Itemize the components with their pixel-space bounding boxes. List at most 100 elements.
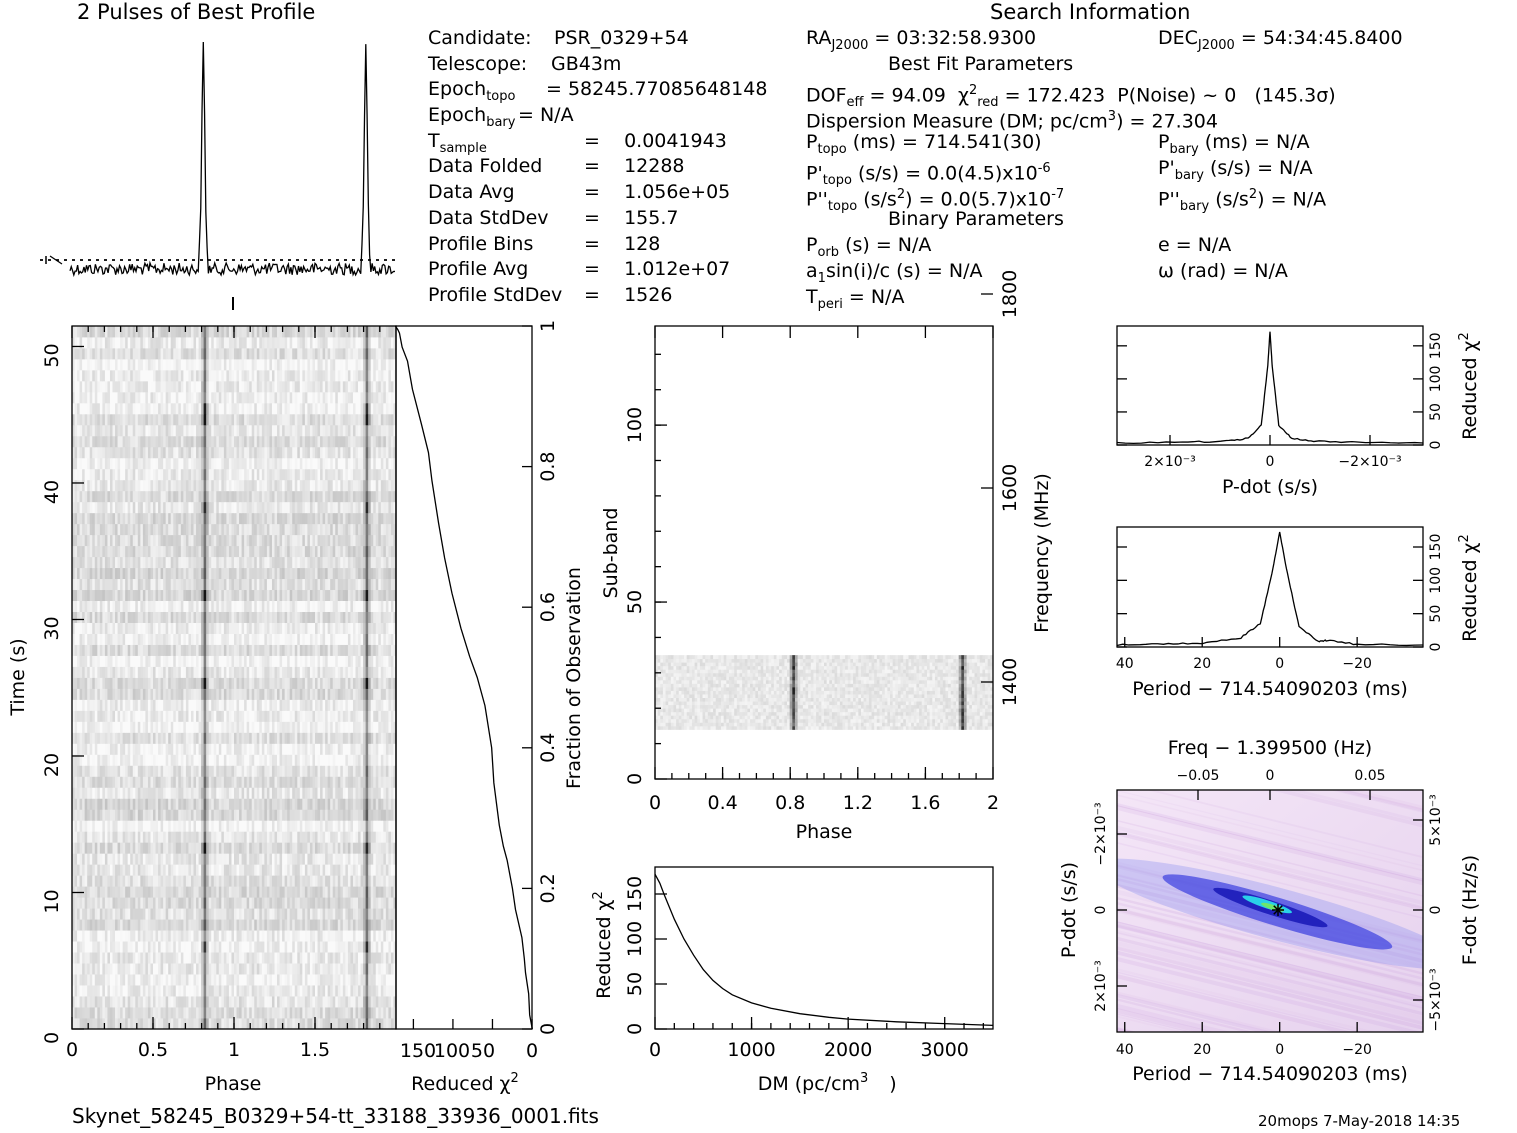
x-tick-label: −20 — [1342, 1042, 1372, 1058]
x-tick-label: 0 — [526, 1040, 538, 1062]
info-value: PSR_0329+54 — [554, 27, 689, 49]
y2-tick-label: 1400 — [999, 658, 1021, 706]
dm-frame — [654, 866, 994, 1030]
info-pdtopo: P'topo (s/s) = 0.0(4.5)x10-6 — [806, 161, 1051, 189]
x2-tick-label: −0.05 — [1177, 768, 1220, 784]
info-label: Profile Avg — [428, 258, 529, 281]
info-pdbary: P'bary (s/s) = N/A — [1158, 157, 1313, 183]
x-axis-label: DM (pc/cm3 — [758, 1071, 869, 1095]
y-tick-label: 1 — [537, 320, 559, 332]
profile-errorbar-cap — [49, 255, 63, 265]
dm-line — [654, 873, 994, 1027]
info-label: Profile Bins — [428, 232, 534, 255]
info-row: Data StdDev = 155.7 — [428, 206, 678, 232]
y-axis-label: Time (s) — [7, 638, 29, 716]
y2-tick-label: 0 — [1428, 643, 1444, 652]
info-ra: RAJ2000 = 03:32:58.9300 — [806, 27, 1037, 53]
y2-tick-label: 0 — [1428, 906, 1444, 915]
pdot-frame — [1116, 325, 1424, 446]
x-tick-label: 50 — [471, 1040, 495, 1062]
x-tick-label: 3000 — [921, 1039, 969, 1061]
info-value: = 1526 — [584, 283, 673, 306]
info-label: Epoch — [428, 104, 487, 127]
info-row: Telescope: GB43m — [428, 52, 621, 78]
x-tick-label: 1 — [228, 1039, 240, 1061]
y-tick-label: 100 — [624, 921, 646, 957]
info-value: = 0.0041943 — [584, 129, 727, 152]
info-row: Data Avg = 1.056e+05 — [428, 180, 730, 206]
best-fit-marker — [1272, 904, 1284, 916]
x2-tick-label: 0.05 — [1354, 768, 1385, 784]
y-tick-label: 2×10⁻³ — [1093, 960, 1109, 1011]
y2-tick-label: −5×10⁻³ — [1428, 968, 1444, 1031]
x-tick-label: 20 — [1193, 1042, 1211, 1058]
x-tick-label: 1.5 — [300, 1039, 330, 1061]
profile-line — [69, 41, 396, 278]
y2-axis-label: Reduced χ2 — [1457, 534, 1481, 642]
x-tick-label: 0 — [649, 792, 661, 814]
x-tick-label: 100 — [434, 1040, 470, 1062]
y2-tick-label: 50 — [1428, 605, 1444, 623]
y-tick-label: 0.4 — [537, 733, 559, 763]
x-axis-label: Reduced χ2 — [411, 1071, 519, 1095]
x-tick-label: 1000 — [727, 1039, 775, 1061]
info-dm: Dispersion Measure (DM; pc/cm3) = 27.304 — [806, 109, 1218, 133]
footer-filename: Skynet_58245_B0329+54-tt_33188_33936_000… — [72, 1104, 599, 1128]
info-label: T — [428, 129, 440, 152]
info-pbary: Pbary (ms) = N/A — [1158, 131, 1310, 157]
y2-axis-label: Reduced χ2 — [1457, 332, 1481, 440]
x-tick-label: 0.4 — [707, 792, 737, 814]
x2-tick-label: 0 — [1266, 768, 1275, 784]
x-tick-label: 0 — [1275, 656, 1284, 672]
info-label: Data StdDev — [428, 206, 549, 229]
subband-heatmap — [655, 655, 994, 730]
info-row: Data Folded = 12288 — [428, 154, 685, 180]
y2-axis-label: F-dot (Hz/s) — [1459, 855, 1481, 965]
info-value: GB43m — [551, 52, 622, 75]
y-axis-label: Fraction of Observation — [563, 567, 585, 789]
info-label: Candidate: — [428, 27, 532, 49]
info-label: Data Folded — [428, 155, 543, 178]
info-value: = N/A — [518, 104, 574, 127]
y-tick-label: 40 — [41, 480, 63, 504]
x-axis-label: Period − 714.54090203 (ms) — [1132, 678, 1408, 700]
y-tick-label: 100 — [624, 407, 646, 443]
x-tick-label: 1.6 — [910, 792, 940, 814]
y2-tick-label: 150 — [1428, 534, 1444, 561]
info-value: = 1.056e+05 — [584, 181, 731, 204]
y-tick-label: 20 — [41, 753, 63, 777]
x-tick-label: 20 — [1193, 656, 1211, 672]
x-tick-label: 40 — [1116, 656, 1134, 672]
x2-axis-label: Freq − 1.399500 (Hz) — [1168, 737, 1372, 759]
y-tick-label: 0.6 — [537, 592, 559, 622]
chi2-time-line — [394, 325, 533, 1030]
info-value: = 155.7 — [584, 206, 679, 229]
y-axis-label: P-dot (s/s) — [1058, 862, 1080, 958]
info-row: Epochtopo = 58245.77085648148 — [428, 78, 768, 105]
y2-tick-label: 5×10⁻³ — [1428, 794, 1444, 845]
y2-tick-label: 50 — [1428, 403, 1444, 421]
y2-tick-label: 1600 — [999, 464, 1021, 512]
info-tperi: Tperi = N/A — [806, 286, 905, 312]
x-axis-label-close: ) — [889, 1073, 896, 1095]
info-ptopo: Ptopo (ms) = 714.541(30) — [806, 131, 1042, 157]
x-axis-label: P-dot (s/s) — [1222, 476, 1318, 498]
info-label: Data Avg — [428, 181, 515, 204]
y-tick-label: 50 — [624, 590, 646, 614]
y-tick-label: 0 — [624, 1023, 646, 1035]
x-tick-label: 150 — [400, 1040, 436, 1062]
y-axis-label: Reduced χ2 — [591, 891, 615, 999]
y-axis-label: Sub-band — [600, 508, 622, 599]
x-tick-label: 0 — [1275, 1042, 1284, 1058]
footer-timestamp: 20mops 7-May-2018 14:35 — [1258, 1112, 1461, 1130]
y-tick-label: 0 — [41, 1032, 63, 1044]
x-axis-label: Phase — [205, 1073, 262, 1095]
info-e: e = N/A — [1158, 234, 1232, 256]
x-tick-label: 1.2 — [843, 792, 873, 814]
x-axis-label: Phase — [796, 821, 853, 843]
info-row: Epochbary = N/A — [428, 104, 574, 130]
y-tick-label: 0.2 — [537, 873, 559, 903]
info-dof: DOFeff = 94.09 χ2red = 172.423 P(Noise) … — [806, 83, 1336, 111]
info-value: = 58245.77085648148 — [546, 78, 768, 101]
